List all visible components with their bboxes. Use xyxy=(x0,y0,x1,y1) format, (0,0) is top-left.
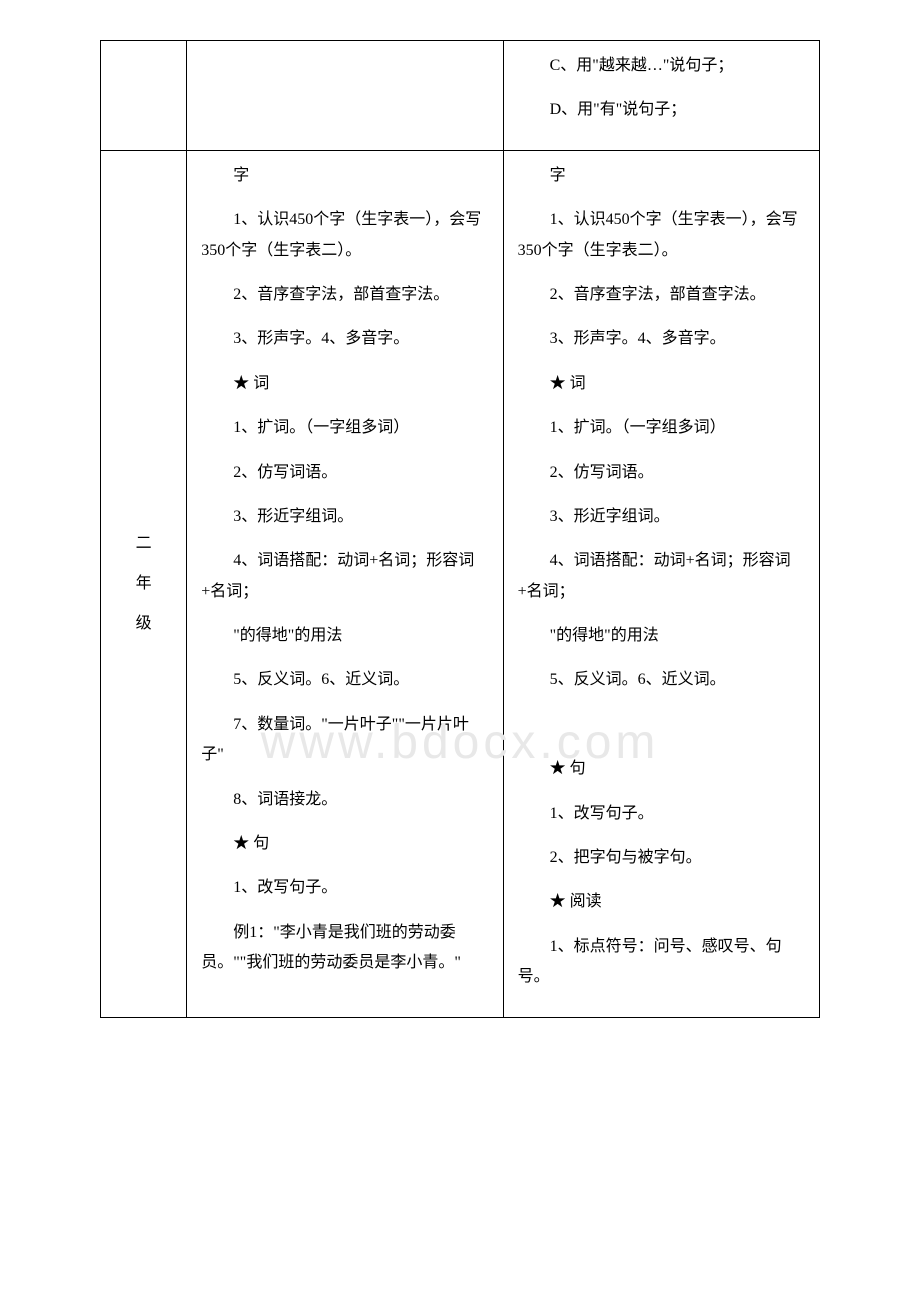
paragraph: 3、形声字。4、多音字。 xyxy=(518,324,805,354)
paragraph: "的得地"的用法 xyxy=(518,621,805,651)
cell-inner: 字 1、认识450个字（生字表一），会写350个字（生字表二）。 2、音序查字法… xyxy=(504,151,819,1017)
paragraph: 2、把字句与被字句。 xyxy=(518,843,805,873)
paragraph: ★ 句 xyxy=(518,754,805,784)
grade-cell: 二年级 xyxy=(101,150,187,1017)
table-row: 二年级 字 1、认识450个字（生字表一），会写350个字（生字表二）。 2、音… xyxy=(101,150,820,1017)
paragraph: 1、扩词。（一字组多词） xyxy=(518,413,805,443)
paragraph: ★ 阅读 xyxy=(518,887,805,917)
cell-inner: 字 1、认识450个字（生字表一），会写350个字（生字表二）。 2、音序查字法… xyxy=(187,151,502,1003)
paragraph: "的得地"的用法 xyxy=(201,621,488,651)
document-page: www.bdocx.com C、用"越来越…"说句子； D、用"有"说句子； 二… xyxy=(100,40,820,1018)
paragraph: 1、认识450个字（生字表一），会写350个字（生字表二）。 xyxy=(201,205,488,266)
paragraph: ★ 句 xyxy=(201,829,488,859)
content-cell-row1-col3: C、用"越来越…"说句子； D、用"有"说句子； xyxy=(503,41,819,151)
paragraph: 1、标点符号：问号、感叹号、句号。 xyxy=(518,932,805,993)
grade-label-vertical: 二年级 xyxy=(101,524,186,644)
content-table: C、用"越来越…"说句子； D、用"有"说句子； 二年级 字 1、认识450个字… xyxy=(100,40,820,1018)
paragraph: 2、仿写词语。 xyxy=(518,458,805,488)
paragraph: 1、改写句子。 xyxy=(201,873,488,903)
paragraph: 字 xyxy=(201,161,488,191)
paragraph: 3、形声字。4、多音字。 xyxy=(201,324,488,354)
paragraph: ★ 词 xyxy=(518,369,805,399)
paragraph: 3、形近字组词。 xyxy=(518,502,805,532)
cell-inner: C、用"越来越…"说句子； D、用"有"说句子； xyxy=(504,41,819,150)
paragraph: 5、反义词。6、近义词。 xyxy=(201,665,488,695)
table-row: C、用"越来越…"说句子； D、用"有"说句子； xyxy=(101,41,820,151)
grade-char: 级 xyxy=(136,604,152,644)
content-cell-empty xyxy=(187,41,503,151)
paragraph: 8、词语接龙。 xyxy=(201,785,488,815)
paragraph: 1、扩词。（一字组多词） xyxy=(201,413,488,443)
paragraph: D、用"有"说句子； xyxy=(518,95,805,125)
paragraph: 4、词语搭配：动词+名词；形容词+名词； xyxy=(201,546,488,607)
paragraph: C、用"越来越…"说句子； xyxy=(518,51,805,81)
paragraph: 3、形近字组词。 xyxy=(201,502,488,532)
content-cell-row2-col3: 字 1、认识450个字（生字表一），会写350个字（生字表二）。 2、音序查字法… xyxy=(503,150,819,1017)
paragraph: 字 xyxy=(518,161,805,191)
grade-char: 年 xyxy=(136,564,152,604)
paragraph: 2、音序查字法，部首查字法。 xyxy=(201,280,488,310)
paragraph xyxy=(518,710,805,740)
paragraph: 5、反义词。6、近义词。 xyxy=(518,665,805,695)
paragraph: 例1："李小青是我们班的劳动委员。""我们班的劳动委员是李小青。" xyxy=(201,918,488,979)
content-cell-row2-col2: 字 1、认识450个字（生字表一），会写350个字（生字表二）。 2、音序查字法… xyxy=(187,150,503,1017)
paragraph: 2、音序查字法，部首查字法。 xyxy=(518,280,805,310)
grade-cell-empty xyxy=(101,41,187,151)
grade-char: 二 xyxy=(136,524,152,564)
paragraph: 1、认识450个字（生字表一），会写350个字（生字表二）。 xyxy=(518,205,805,266)
paragraph: 1、改写句子。 xyxy=(518,799,805,829)
paragraph: 4、词语搭配：动词+名词；形容词+名词； xyxy=(518,546,805,607)
paragraph: 2、仿写词语。 xyxy=(201,458,488,488)
paragraph: 7、数量词。"一片叶子""一片片叶子" xyxy=(201,710,488,771)
paragraph: ★ 词 xyxy=(201,369,488,399)
